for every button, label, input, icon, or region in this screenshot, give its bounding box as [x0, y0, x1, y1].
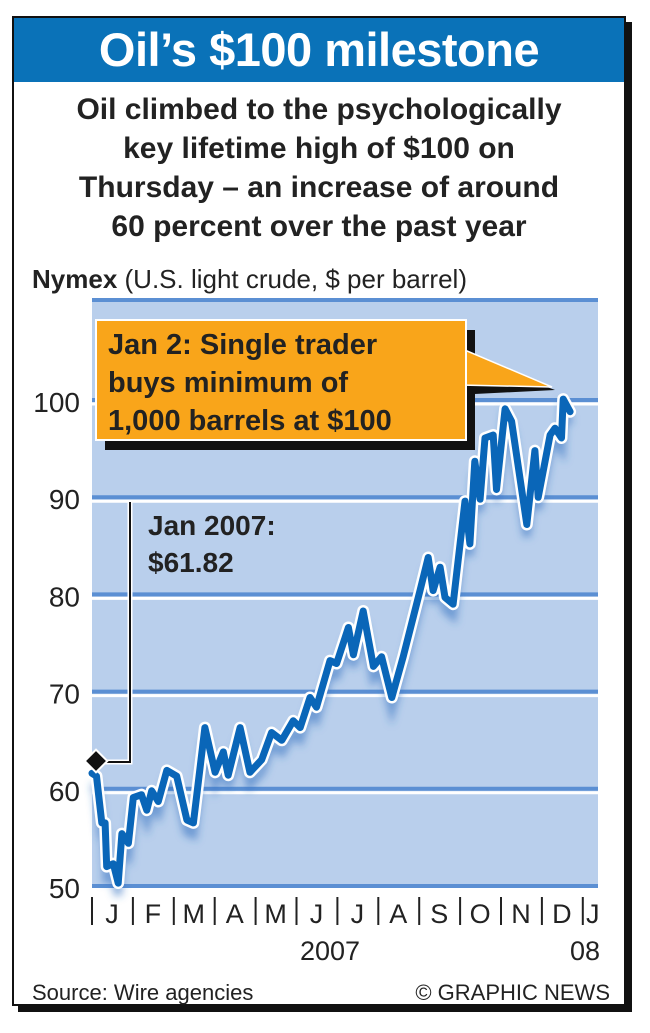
subtitle-line: Thursday – an increase of around — [78, 171, 560, 204]
year-label-08: 08 — [570, 936, 600, 966]
annotation-jan2007-line2: $61.82 — [148, 547, 234, 578]
callout-box — [95, 319, 467, 441]
callout-line2: buys minimum of — [108, 367, 348, 399]
y-tick-label: 70 — [49, 679, 80, 710]
y-tick-label: 50 — [49, 873, 80, 904]
y-tick-label: 90 — [49, 484, 80, 515]
year-label-2007: 2007 — [300, 936, 360, 966]
x-tick-label: A — [226, 899, 244, 929]
series-line — [88, 395, 574, 887]
x-tick-label: S — [430, 899, 448, 929]
x-tick-label: A — [389, 899, 407, 929]
callout-line3: 1,000 barrels at $100 — [108, 405, 392, 437]
credit-text: © GRAPHIC NEWS — [415, 980, 610, 1005]
x-tick-label: D — [552, 899, 572, 929]
x-tick-label: M — [264, 899, 287, 929]
y-tick-labels: 50 60 70 80 90 100 — [33, 387, 80, 904]
subtitle-line: 60 percent over the past year — [111, 210, 527, 243]
source-text: Source: Wire agencies — [32, 980, 254, 1005]
chart-subtitle: Oil climbed to the psychologically key l… — [14, 90, 624, 246]
y-tick-label: 80 — [49, 581, 80, 612]
subtitle-line: key lifetime high of $100 on — [123, 132, 515, 165]
y-tick-label: 60 — [49, 776, 80, 807]
subtitle-line: Oil climbed to the psychologically — [76, 93, 562, 126]
callout-line1: Jan 2: Single trader — [108, 329, 377, 361]
x-tick-label: M — [183, 899, 206, 929]
start-point-diamond-marker — [83, 748, 109, 774]
x-tick-label: J — [351, 899, 365, 929]
x-tick-label: N — [511, 899, 531, 929]
x-tick-label: J — [586, 899, 600, 929]
gridlines — [92, 298, 598, 892]
unit-label: Nymex (U.S. light crude, $ per barrel) — [32, 264, 467, 295]
unit-label-bold: Nymex — [32, 264, 118, 294]
x-tick-label: O — [470, 899, 491, 929]
chart-title: Oil’s $100 milestone — [14, 18, 624, 82]
annotation-jan2007-line1: Jan 2007: — [148, 510, 276, 541]
annotation-leader-line — [97, 502, 131, 763]
y-tick-label: 100 — [33, 387, 80, 418]
x-tick-label: J — [310, 899, 324, 929]
unit-label-rest: (U.S. light crude, $ per barrel) — [117, 264, 467, 294]
x-tick-label: F — [145, 899, 162, 929]
x-tick-label: J — [105, 899, 119, 929]
